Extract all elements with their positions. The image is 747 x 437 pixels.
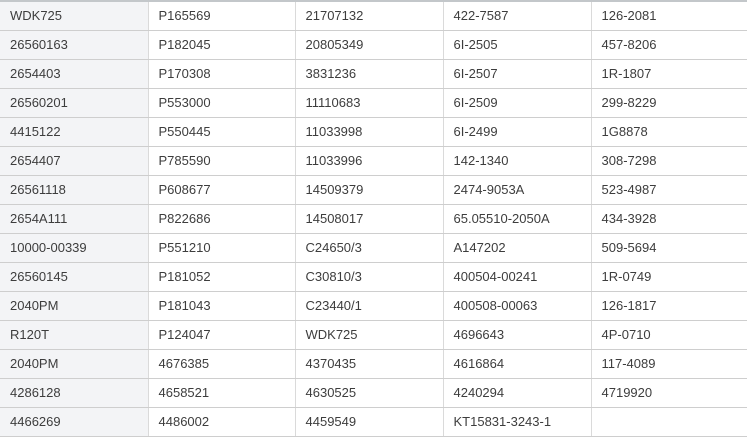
table-cell: 2040PM — [0, 349, 149, 379]
table-cell: 4719920 — [591, 378, 747, 408]
table-row: 4466269 4486002 4459549 KT15831-3243-1 — [0, 407, 747, 437]
table-cell: P124047 — [148, 320, 296, 350]
table-cell: 26561118 — [0, 175, 149, 205]
table-cell: 4696643 — [443, 320, 592, 350]
table-cell: 4459549 — [295, 407, 444, 437]
table-cell: 21707132 — [295, 1, 444, 31]
table-cell: 4676385 — [148, 349, 296, 379]
table-cell: 6I-2507 — [443, 59, 592, 89]
table-cell: 4286128 — [0, 378, 149, 408]
table-cell: 4240294 — [443, 378, 592, 408]
table-row: 2654407 P785590 11033996 142-1340 308-7298 — [0, 146, 747, 176]
table-row: 26561118 P608677 14509379 2474-9053A 523-498… — [0, 175, 747, 205]
table-cell: C30810/3 — [295, 262, 444, 292]
table-cell: WDK725 — [0, 1, 149, 31]
table-cell: 11110683 — [295, 88, 444, 118]
table-cell — [591, 407, 747, 437]
table-cell: 1R-0749 — [591, 262, 747, 292]
table-cell: 11033996 — [295, 146, 444, 176]
table-cell: P165569 — [148, 1, 296, 31]
table-row: 2654403 P170308 3831236 6I-2507 1R-1807 — [0, 59, 747, 89]
table-cell: 20805349 — [295, 30, 444, 60]
table-cell: 400504-00241 — [443, 262, 592, 292]
table-cell: 4370435 — [295, 349, 444, 379]
table-cell: 3831236 — [295, 59, 444, 89]
table-cell: 65.05510-2050A — [443, 204, 592, 234]
table-cell: 4630525 — [295, 378, 444, 408]
table-row: 4415122 P550445 11033998 6I-2499 1G8878 — [0, 117, 747, 147]
table-cell: P553000 — [148, 88, 296, 118]
table-cell: 457-8206 — [591, 30, 747, 60]
table-cell: 10000-00339 — [0, 233, 149, 263]
table-cell: R120T — [0, 320, 149, 350]
table-cell: P181043 — [148, 291, 296, 321]
table-cell: 6I-2505 — [443, 30, 592, 60]
table-cell: 2654A111 — [0, 204, 149, 234]
table-cell: 11033998 — [295, 117, 444, 147]
table-cell: P785590 — [148, 146, 296, 176]
table-cell: 4P-0710 — [591, 320, 747, 350]
table-cell: 14509379 — [295, 175, 444, 205]
table-cell: KT15831-3243-1 — [443, 407, 592, 437]
table-cell: 14508017 — [295, 204, 444, 234]
table-cell: 2654403 — [0, 59, 149, 89]
table-cell: 142-1340 — [443, 146, 592, 176]
table-cell: C24650/3 — [295, 233, 444, 263]
table-row: 2654A111 P822686 14508017 65.05510-2050A 434… — [0, 204, 747, 234]
table-row: WDK725 P165569 21707132 422-7587 126-2081 — [0, 1, 747, 31]
table-cell: 2654407 — [0, 146, 149, 176]
table-cell: 434-3928 — [591, 204, 747, 234]
table-cell: 4658521 — [148, 378, 296, 408]
table-row: 26560201 P553000 11110683 6I-2509 299-8229 — [0, 88, 747, 118]
table-cell: 117-4089 — [591, 349, 747, 379]
table-row: 2040PM 4676385 4370435 4616864 117-4089 — [0, 349, 747, 379]
table-cell: P181052 — [148, 262, 296, 292]
table-cell: 308-7298 — [591, 146, 747, 176]
table-cell: P182045 — [148, 30, 296, 60]
table-row: 26560145 P181052 C30810/3 400504-00241 1R-07… — [0, 262, 747, 292]
table-cell: 1G8878 — [591, 117, 747, 147]
table-cell: 523-4987 — [591, 175, 747, 205]
table-row: 10000-00339 P551210 C24650/3 A147202 509-569… — [0, 233, 747, 263]
table-row: 4286128 4658521 4630525 4240294 4719920 — [0, 378, 747, 408]
table-cell: 26560201 — [0, 88, 149, 118]
table-cell: 26560145 — [0, 262, 149, 292]
table-cell: P608677 — [148, 175, 296, 205]
table-cell: 2474-9053A — [443, 175, 592, 205]
table-cell: 6I-2509 — [443, 88, 592, 118]
table-cell: P822686 — [148, 204, 296, 234]
table-cell: 2040PM — [0, 291, 149, 321]
table-row: 26560163 P182045 20805349 6I-2505 457-8206 — [0, 30, 747, 60]
table-cell: 509-5694 — [591, 233, 747, 263]
table-cell: 126-1817 — [591, 291, 747, 321]
table-cell: A147202 — [443, 233, 592, 263]
table-cell: 1R-1807 — [591, 59, 747, 89]
table-cell: 6I-2499 — [443, 117, 592, 147]
table-cell: 422-7587 — [443, 1, 592, 31]
table-cell: 4415122 — [0, 117, 149, 147]
table-cell: WDK725 — [295, 320, 444, 350]
table-cell: 299-8229 — [591, 88, 747, 118]
table-cell: C23440/1 — [295, 291, 444, 321]
table-cell: 26560163 — [0, 30, 149, 60]
table-cell: 4486002 — [148, 407, 296, 437]
table-row: 2040PM P181043 C23440/1 400508-00063 126-181… — [0, 291, 747, 321]
table-cell: P551210 — [148, 233, 296, 263]
table-cell: P550445 — [148, 117, 296, 147]
table-cell: 4616864 — [443, 349, 592, 379]
table-cell: 4466269 — [0, 407, 149, 437]
table-cell: P170308 — [148, 59, 296, 89]
table-cell: 126-2081 — [591, 1, 747, 31]
table-cell: 400508-00063 — [443, 291, 592, 321]
table-row: R120T P124047 WDK725 4696643 4P-0710 — [0, 320, 747, 350]
